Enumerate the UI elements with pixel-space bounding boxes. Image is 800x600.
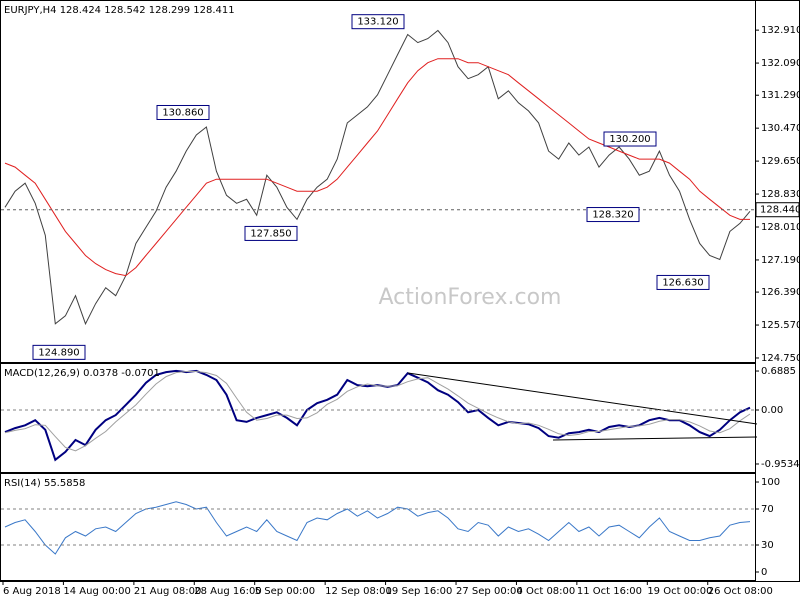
x-tick-label: 11 Oct 16:00 (577, 586, 642, 597)
y-tick-label: 0 (761, 567, 767, 578)
series-line (4, 371, 751, 452)
x-tick-label: 4 Oct 08:00 (516, 586, 575, 597)
y-tick-label: 130.470 (761, 123, 800, 134)
y-tick-label: 127.190 (761, 255, 800, 266)
annotation-box (656, 274, 710, 290)
annotation-label: 128.320 (592, 210, 633, 221)
y-tick-label: 131.290 (761, 90, 800, 101)
plot-layer (4, 29, 751, 555)
annotation-box (244, 225, 298, 241)
x-tick-label: 12 Sep 08:00 (325, 586, 392, 597)
x-tick-label: 27 Sep 00:00 (456, 586, 523, 597)
series-line (4, 369, 751, 462)
x-tick-label: 19 Sep 16:00 (386, 586, 453, 597)
y-tick-label: 0.6885 (761, 366, 796, 377)
annotation-box (156, 104, 210, 120)
y-tick-label: 128.010 (761, 222, 800, 233)
macd-trendline (552, 436, 758, 441)
panel-header: RSI(14) 55.5858 (4, 478, 85, 489)
annotation-box (603, 131, 657, 147)
x-tick-label: 5 Sep 00:00 (255, 586, 315, 597)
x-tick-label: 21 Aug 08:00 (134, 586, 201, 597)
annotation-label: 130.200 (609, 134, 650, 145)
last-price-label: 128.440 (760, 205, 800, 216)
y-tick-label: 126.390 (761, 287, 800, 298)
y-tick-label: 0.00 (761, 405, 783, 416)
annotation-box (586, 207, 640, 223)
y-tick-label: 125.570 (761, 320, 800, 331)
y-tick-label: 129.650 (761, 156, 800, 167)
annotation-label: 133.120 (357, 17, 398, 28)
annotation-label: 130.860 (162, 107, 203, 118)
annotation-label: 127.850 (250, 228, 291, 239)
annotation-label: 124.890 (38, 347, 79, 358)
y-tick-label: 132.090 (761, 58, 800, 69)
y-tick-label: 30 (761, 540, 774, 551)
y-tick-label: 128.830 (761, 189, 800, 200)
x-tick-label: 19 Oct 00:00 (647, 586, 712, 597)
y-tick-label: 124.750 (761, 353, 800, 364)
x-tick-label: 6 Aug 2018 (3, 586, 61, 597)
last-price-box (755, 202, 800, 218)
series-line (4, 501, 751, 555)
y-tick-label: 100 (761, 477, 780, 488)
annotation-box (32, 344, 86, 360)
series-line (4, 29, 751, 326)
y-tick-label: 132.910 (761, 25, 800, 36)
annotation-label: 126.630 (662, 277, 703, 288)
panel-header: MACD(12,26,9) 0.0378 -0.0701 (4, 368, 160, 379)
x-tick-label: 14 Aug 00:00 (63, 586, 130, 597)
x-tick-label: 28 Aug 16:00 (194, 586, 261, 597)
y-tick-label: -0.9534 (761, 459, 800, 470)
macd-trendline (407, 372, 758, 425)
annotation-box (351, 14, 405, 30)
x-tick-label: 26 Oct 08:00 (708, 586, 773, 597)
panel-header: EURJPY,H4 128.424 128.542 128.299 128.41… (4, 5, 235, 16)
series-line (4, 58, 750, 277)
y-tick-label: 70 (761, 504, 774, 515)
watermark: ActionForex.com (379, 285, 562, 310)
